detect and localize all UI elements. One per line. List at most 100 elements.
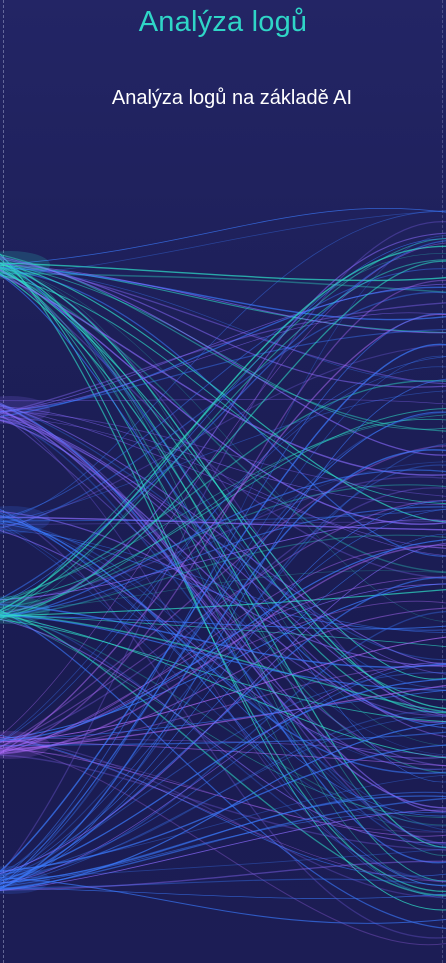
flow-line [0,500,446,748]
flow-line [0,259,446,614]
flow-line [0,744,446,872]
left-dashed-border [3,0,4,963]
flow-line [0,665,446,754]
flow-line [0,570,446,611]
flow-line [0,609,446,930]
flow-line [0,509,446,939]
flow-line [0,210,446,275]
flow-line [0,302,446,414]
flow-glow [0,251,50,279]
flow-line [0,795,446,884]
flow-line [0,232,446,614]
flow-line [0,407,446,883]
flow-line [0,710,446,879]
flow-line [0,260,446,618]
flow-line [0,445,446,748]
flow-line [0,272,446,849]
flow-line [0,366,446,743]
flow-line [0,514,446,775]
flow-lines [0,207,446,946]
flow-line [0,529,446,759]
flow-line [0,418,446,846]
flow-line [0,380,446,604]
flow-line [0,600,446,754]
flow-line [0,618,446,844]
flow-line [0,576,446,754]
flow-line [0,416,446,675]
flow-line [0,510,446,668]
flow-line [0,268,446,519]
flow-line [0,583,446,740]
flow-line [0,529,446,633]
flow-line [0,237,446,621]
flow-line [0,238,446,604]
flow-line [0,262,446,710]
page-title: Analýza logů [138,6,308,38]
flow-line [0,264,446,523]
flow-line [0,313,446,754]
flow-line [0,269,446,580]
flow-glow [0,396,50,424]
flow-line [0,533,446,888]
flow-line [0,606,446,882]
flow-line [0,689,446,741]
flow-line [0,416,446,717]
flow-line [0,616,446,818]
flow-line [0,268,446,557]
flow-line [0,878,446,889]
flow-line [0,538,446,742]
flow-line [0,662,446,875]
flow-line [0,313,446,880]
flow-line [0,267,446,321]
flow-line [0,412,446,756]
flow-line [0,328,446,413]
flow-line [0,404,446,665]
flow-line [0,678,446,882]
flow-line [0,506,446,616]
flow-line [0,619,446,723]
flow-line [0,408,446,809]
flow-line [0,715,446,888]
flow-line [0,614,446,826]
flow-line [0,738,446,898]
flow-line [0,736,446,882]
flow-line [0,754,446,851]
flow-line [0,469,446,619]
flow-glow [0,731,50,759]
flow-line [0,747,446,837]
flow-line [0,748,446,833]
flow-line [0,245,446,612]
page-subtitle: Analýza logů na základě AI [111,87,353,109]
flow-line [0,672,446,888]
flow-glow [0,596,50,624]
flow-line [0,344,446,530]
flow-line [0,407,446,549]
flow-line [0,257,446,388]
flow-line [0,410,446,497]
flow-line [0,860,446,891]
flow-line [0,279,446,753]
flow-line [0,272,446,293]
flow-line [0,411,446,877]
flow-line [0,266,446,747]
flow-line [0,402,446,770]
flow-line [0,263,446,334]
flow-line [0,610,446,881]
flow-line [0,207,446,266]
flow-line [0,684,446,751]
flow-line [0,534,446,619]
flow-line [0,576,446,890]
flow-line [0,418,446,615]
flow-line [0,500,446,874]
flow-line [0,411,446,886]
flow-line [0,266,446,911]
flow-line [0,607,446,753]
flow-line [0,274,446,476]
flow-line [0,240,446,600]
flow-line [0,312,446,412]
flow-line [0,263,446,856]
flow-line [0,291,446,529]
flow-line [0,737,446,758]
flow-line [0,487,446,748]
